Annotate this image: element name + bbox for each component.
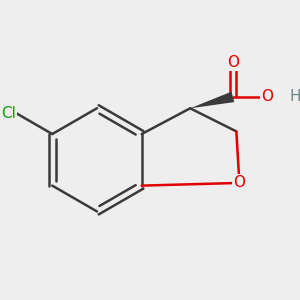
Text: O: O [227, 55, 239, 70]
Text: O: O [261, 89, 273, 104]
Polygon shape [190, 92, 234, 108]
Text: O: O [233, 176, 245, 190]
Text: H: H [290, 89, 300, 104]
Text: Cl: Cl [1, 106, 16, 121]
